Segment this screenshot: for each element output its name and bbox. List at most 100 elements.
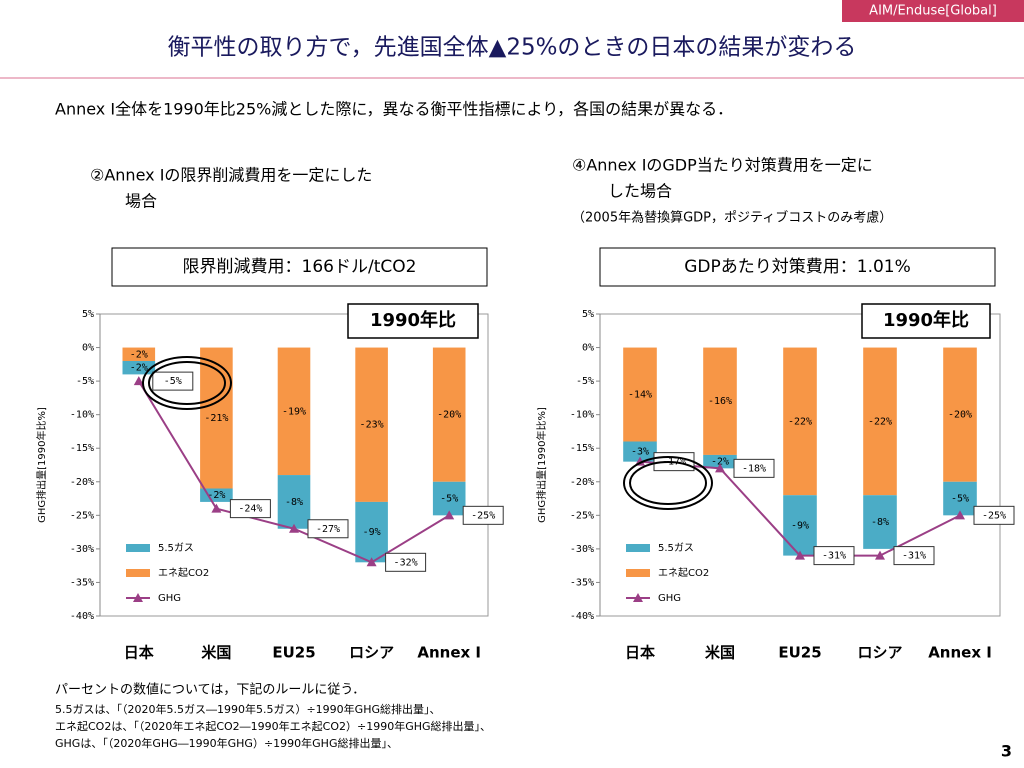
y-tick-label: -40% xyxy=(70,611,94,622)
x-tick-label: EU25 xyxy=(272,644,315,662)
highlight xyxy=(623,456,713,510)
bar-label: -22% xyxy=(788,416,812,427)
bar-label: -8% xyxy=(871,517,889,528)
y-tick-label: -10% xyxy=(70,410,94,421)
y-tick-label: -15% xyxy=(570,443,594,454)
bar-segment xyxy=(943,347,977,482)
ghg-label-box xyxy=(813,546,855,566)
bar-segment xyxy=(863,347,897,496)
legend-swatch xyxy=(626,544,650,552)
bar-label: -3% xyxy=(631,447,649,458)
chart-subtitle: GDPあたり対策費用：1.01% xyxy=(684,257,911,277)
ghg-marker xyxy=(715,463,725,473)
badge-box xyxy=(861,303,991,339)
badge: 1990年比 xyxy=(883,309,969,331)
ghg-label-box xyxy=(733,458,775,478)
ghg-marker xyxy=(875,550,885,560)
y-tick-label: 5% xyxy=(582,309,594,320)
bar-label: -20% xyxy=(948,410,972,421)
bar-segment xyxy=(432,481,466,516)
bar-segment xyxy=(122,347,156,361)
ghg-label: -25% xyxy=(982,510,1006,521)
bar-segment xyxy=(277,347,311,476)
bar-segment xyxy=(355,501,388,563)
page-number: 3 xyxy=(1001,742,1012,761)
bar-segment xyxy=(623,347,657,442)
ghg-label: -31% xyxy=(822,551,846,562)
legend-label: GHG xyxy=(158,593,181,604)
ghg-label: -32% xyxy=(394,557,418,568)
y-tick-label: -30% xyxy=(70,544,94,555)
ghg-marker xyxy=(211,503,222,513)
panel-heading: ②Annex Iの限界削減費用を一定にした xyxy=(90,166,372,185)
bar-label: -9% xyxy=(363,527,381,538)
y-tick-label: -35% xyxy=(570,577,594,588)
highlight xyxy=(629,461,707,505)
y-tick-label: -15% xyxy=(70,443,94,454)
bar-segment xyxy=(623,441,657,462)
legend-swatch xyxy=(633,593,643,602)
bar-segment xyxy=(703,454,737,469)
legend-swatch xyxy=(126,569,150,577)
bar-label: -2% xyxy=(130,349,148,360)
tag: AIM/Enduse[Global] xyxy=(869,4,997,19)
y-tick-label: -25% xyxy=(570,510,594,521)
ghg-label-box xyxy=(462,505,504,525)
bar-label: -21% xyxy=(204,413,228,424)
ghg-label: -25% xyxy=(471,510,495,521)
ghg-label-box xyxy=(385,552,427,572)
legend-label: GHG xyxy=(658,593,681,604)
bar-segment xyxy=(277,475,311,529)
bar-label: -9% xyxy=(791,520,809,531)
ghg-marker xyxy=(795,550,805,560)
ghg-label: -18% xyxy=(742,463,766,474)
footnote: エネ起CO2は、「（2020年エネ起CO2―1990年エネ起CO2）÷1990年… xyxy=(55,719,491,733)
bar-label: -14% xyxy=(628,390,652,401)
subtitle-box xyxy=(111,247,488,287)
y-tick-label: -10% xyxy=(570,410,594,421)
ghg-marker xyxy=(289,523,299,533)
ghg-label-box xyxy=(893,546,935,566)
bar-label: -22% xyxy=(868,416,892,427)
footnote: 5.5ガスは、「（2020年5.5ガス―1990年5.5ガス）÷1990年GHG… xyxy=(55,702,441,716)
subtitle: Annex I全体を1990年比25%減とした際に，異なる衡平性指標により，各国… xyxy=(55,100,733,119)
legend-swatch xyxy=(126,544,150,552)
bar-label: -2% xyxy=(711,457,729,468)
ghg-marker xyxy=(133,376,144,386)
bar-segment xyxy=(863,495,897,549)
y-tick-label: 0% xyxy=(82,343,94,354)
x-tick-label: 日本 xyxy=(124,644,154,662)
highlight xyxy=(142,356,232,410)
y-tick-label: -20% xyxy=(70,477,94,488)
ghg-label-box xyxy=(307,519,349,539)
y-tick-label: -20% xyxy=(570,477,594,488)
y-tick-label: -30% xyxy=(570,544,594,555)
legend-swatch xyxy=(626,569,650,577)
x-tick-label: 日本 xyxy=(625,644,655,662)
bar-label: -2% xyxy=(130,363,148,374)
x-tick-label: ロシア xyxy=(349,644,394,662)
legend-label: エネ起CO2 xyxy=(658,567,709,579)
x-tick-label: 米国 xyxy=(705,644,735,662)
badge: 1990年比 xyxy=(370,309,456,331)
ghg-label: -5% xyxy=(164,376,182,387)
x-tick-label: 米国 xyxy=(201,644,231,662)
bar-segment xyxy=(783,347,817,496)
y-tick-label: -5% xyxy=(576,376,594,387)
bar-label: -20% xyxy=(437,410,461,421)
subtitle-box xyxy=(599,247,996,287)
legend-label: 5.5ガス xyxy=(158,542,194,554)
ghg-label-box xyxy=(152,371,194,391)
bar-segment xyxy=(703,347,737,455)
y-tick-label: 5% xyxy=(82,309,94,320)
y-tick-label: -40% xyxy=(570,611,594,622)
slide-title: 衡平性の取り方で，先進国全体▲25%のときの日本の結果が変わる xyxy=(168,35,857,61)
panel-heading: ④Annex IのGDP当たり対策費用を一定に xyxy=(572,156,873,175)
tag-bg xyxy=(842,0,1024,22)
bar-label: -5% xyxy=(951,494,969,505)
ghg-label: -31% xyxy=(902,551,926,562)
ghg-marker xyxy=(955,510,965,520)
panel-heading: した場合 xyxy=(608,182,672,201)
chart-subtitle: 限界削減費用：166ドル/tCO2 xyxy=(183,257,417,277)
